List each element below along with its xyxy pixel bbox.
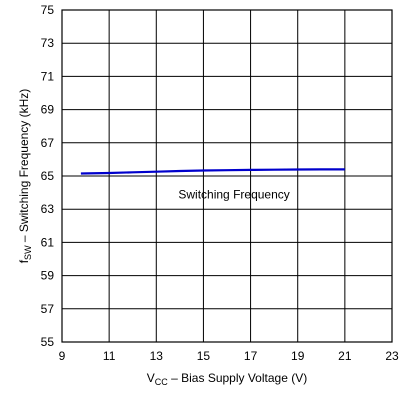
series-group — [80, 168, 345, 175]
y-tick-label: 55 — [41, 335, 55, 349]
x-tick-label: 21 — [338, 349, 352, 363]
x-tick-label: 23 — [385, 349, 399, 363]
x-tick-label: 11 — [103, 349, 116, 363]
series-line-0 — [80, 168, 345, 175]
y-tick-label: 59 — [41, 269, 55, 283]
y-tick-label: 75 — [41, 3, 55, 17]
y-axis-label-sub: SW — [23, 245, 33, 260]
y-tick-label: 61 — [41, 235, 55, 249]
y-tick-label: 73 — [41, 36, 55, 50]
y-tick-label: 67 — [41, 136, 55, 150]
y-tick-label: 63 — [41, 202, 55, 216]
grid — [61, 9, 393, 343]
y-axis-label: fSW – Switching Frequency (kHz) — [17, 89, 33, 264]
y-axis-label-rest: – Switching Frequency (kHz) — [17, 89, 31, 246]
x-axis-label-rest: – Bias Supply Voltage (V) — [168, 371, 307, 385]
y-tick-label: 65 — [41, 169, 55, 183]
y-tick-label: 71 — [41, 69, 55, 83]
x-tick-label: 19 — [291, 349, 305, 363]
x-axis-label: VCC – Bias Supply Voltage (V) — [147, 371, 307, 387]
x-tick-label: 9 — [59, 349, 66, 363]
plot-frame — [61, 9, 393, 343]
y-tick-label: 69 — [41, 103, 55, 117]
x-tick-label: 17 — [244, 349, 258, 363]
y-axis-label-main: f — [17, 259, 31, 263]
x-tick-labels: 9 11 13 15 17 19 21 23 — [59, 349, 399, 363]
y-tick-label: 57 — [41, 302, 55, 316]
annotation-switching-frequency: Switching Frequency — [178, 187, 289, 201]
x-tick-label: 13 — [150, 349, 164, 363]
x-axis-label-main: V — [147, 371, 155, 385]
y-tick-labels: 55 57 59 61 63 65 67 69 71 73 75 — [41, 3, 55, 349]
x-tick-label: 15 — [197, 349, 211, 363]
x-axis-label-sub: CC — [155, 377, 168, 387]
